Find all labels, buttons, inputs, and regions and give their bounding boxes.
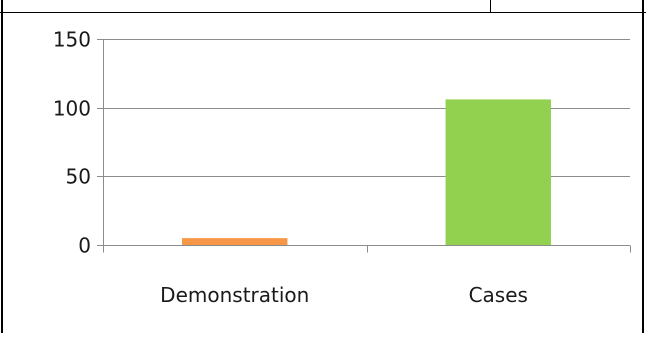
- bars: [182, 99, 551, 245]
- x-tick-label: Demonstration: [160, 283, 309, 307]
- y-tick-label: 0: [78, 234, 91, 258]
- y-tick-label: 50: [66, 165, 91, 189]
- x-tick-label: Cases: [469, 283, 528, 307]
- bar-demonstration: [182, 238, 288, 245]
- y-tick-label: 100: [53, 97, 91, 121]
- x-axis: [103, 245, 631, 253]
- x-axis-labels: Demonstration Cases: [160, 283, 528, 307]
- bar-cases: [445, 99, 551, 245]
- y-tick-label: 150: [53, 28, 91, 52]
- y-axis-ticks: 0 50 100 150: [53, 28, 104, 258]
